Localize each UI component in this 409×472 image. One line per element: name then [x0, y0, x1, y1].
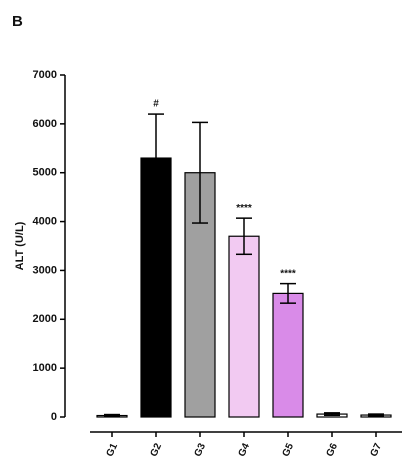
y-tick-label: 7000 [33, 69, 57, 81]
x-tick-label: G5 [281, 441, 297, 458]
y-tick-label: 6000 [33, 118, 57, 130]
x-tick-label: G2 [149, 441, 165, 458]
x-tick-label: G6 [325, 441, 341, 458]
y-tick-label: 3000 [33, 264, 57, 276]
bar [228, 235, 260, 418]
bar [272, 292, 304, 418]
annotation: # [153, 99, 159, 110]
y-tick-label: 2000 [33, 313, 57, 325]
y-tick-label: 1000 [33, 362, 57, 374]
x-tick-label: G1 [105, 441, 121, 458]
annotation: **** [236, 203, 252, 214]
y-tick-label: 5000 [33, 167, 57, 179]
panel-label: B [12, 13, 23, 30]
x-tick-label: G7 [369, 441, 385, 458]
annotation: **** [280, 268, 296, 279]
y-axis-label: ALT (U/L) [14, 221, 26, 270]
x-tick-label: G4 [237, 441, 253, 458]
y-tick-label: 4000 [33, 215, 57, 227]
x-tick-label: G3 [193, 441, 209, 458]
y-tick-label: 0 [51, 411, 57, 423]
